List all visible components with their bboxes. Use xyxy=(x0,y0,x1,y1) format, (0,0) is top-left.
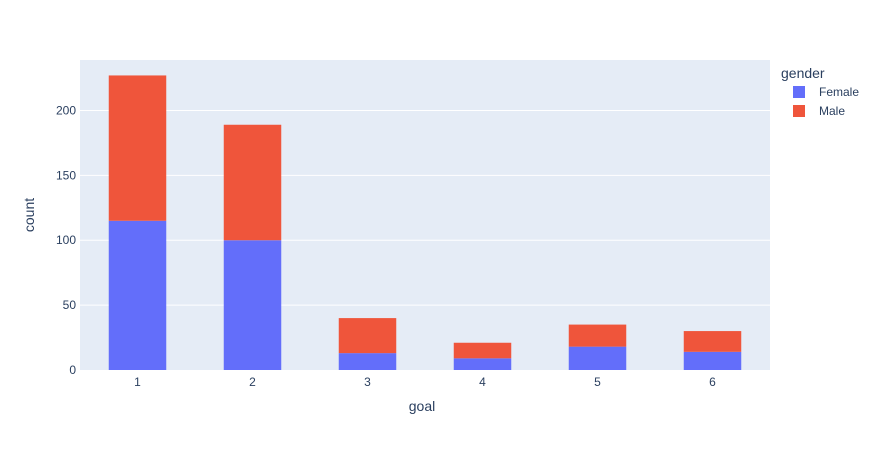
gridlines xyxy=(80,109,770,306)
y-tick-label: 200 xyxy=(56,103,76,117)
legend-swatch-female[interactable] xyxy=(793,86,805,98)
bar-female-6[interactable] xyxy=(683,351,742,370)
x-tick-label: 4 xyxy=(479,375,486,389)
y-tick-labels: 0 50 100 150 200 xyxy=(56,103,76,377)
bar-male-2[interactable] xyxy=(223,124,282,241)
x-tick-label: 1 xyxy=(134,375,141,389)
bar-male-1[interactable] xyxy=(108,75,167,221)
legend-title: gender xyxy=(781,65,825,81)
legend-label-female[interactable]: Female xyxy=(819,85,859,99)
x-tick-label: 6 xyxy=(709,375,716,389)
bar-male-4[interactable] xyxy=(453,342,512,359)
legend-swatch-male[interactable] xyxy=(793,105,805,117)
bars xyxy=(108,75,742,370)
y-tick-label: 50 xyxy=(63,298,77,312)
bar-female-2[interactable] xyxy=(223,240,282,370)
legend-label-male[interactable]: Male xyxy=(819,104,845,118)
bar-male-3[interactable] xyxy=(338,318,397,354)
bar-female-4[interactable] xyxy=(453,358,512,370)
y-axis-title: count xyxy=(21,198,37,232)
x-tick-label: 3 xyxy=(364,375,371,389)
bar-female-3[interactable] xyxy=(338,353,397,370)
y-tick-label: 100 xyxy=(56,233,76,247)
x-tick-labels: 1 2 3 4 5 6 xyxy=(134,375,716,389)
legend: gender Female Male xyxy=(781,65,859,118)
bar-female-5[interactable] xyxy=(568,346,627,370)
x-tick-label: 5 xyxy=(594,375,601,389)
bar-male-5[interactable] xyxy=(568,324,627,347)
bar-female-1[interactable] xyxy=(108,220,167,370)
y-tick-label: 150 xyxy=(56,168,76,182)
plot-background xyxy=(80,60,770,370)
x-axis-title: goal xyxy=(409,398,435,414)
x-tick-label: 2 xyxy=(249,375,256,389)
bar-male-6[interactable] xyxy=(683,331,742,352)
y-tick-label: 0 xyxy=(69,363,76,377)
